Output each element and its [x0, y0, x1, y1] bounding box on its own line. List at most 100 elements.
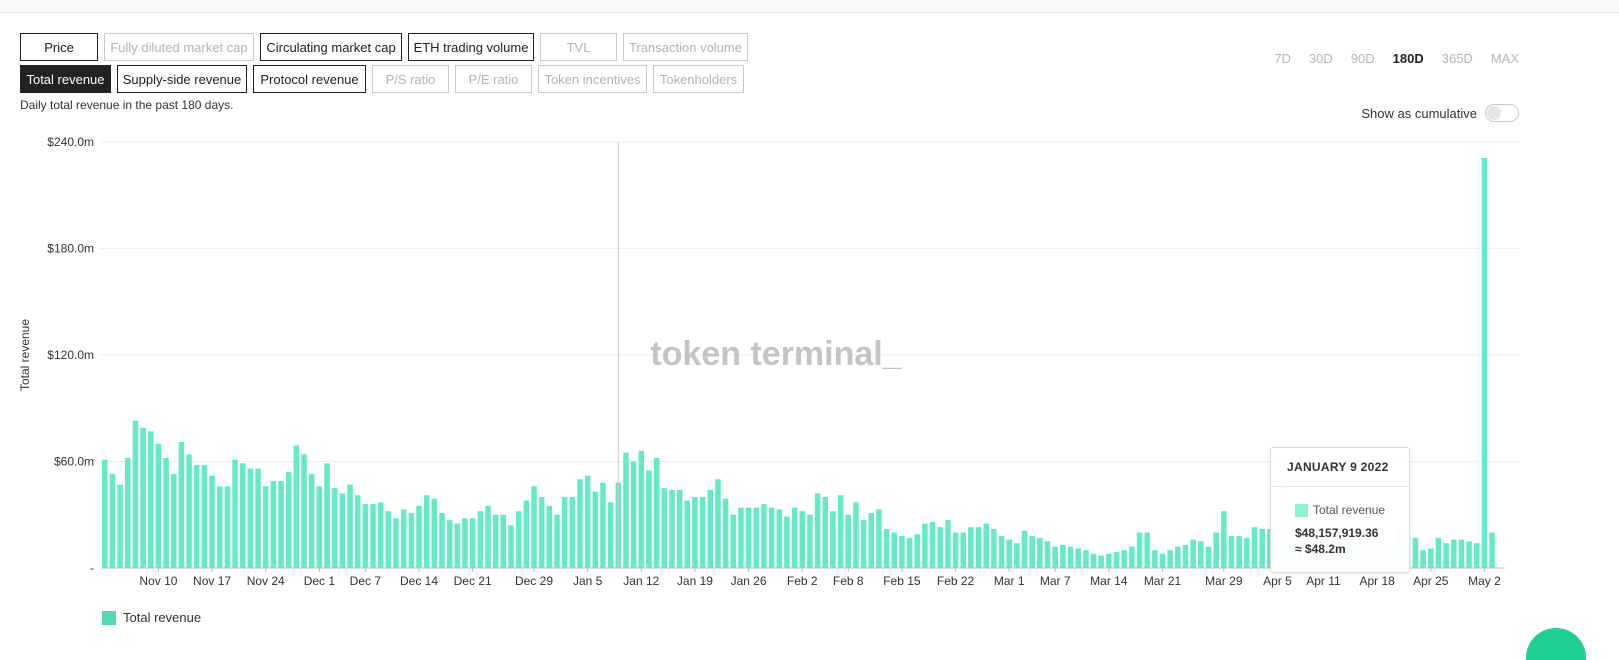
bar[interactable]	[1175, 546, 1181, 568]
bar[interactable]	[1052, 546, 1058, 568]
bar[interactable]	[845, 514, 852, 568]
bar[interactable]	[753, 507, 760, 568]
bar[interactable]	[991, 528, 997, 568]
cumulative-toggle[interactable]	[1485, 104, 1519, 122]
bar[interactable]	[1259, 528, 1265, 568]
bar[interactable]	[676, 489, 683, 568]
bar[interactable]	[385, 511, 392, 568]
bar[interactable]	[1198, 541, 1204, 569]
bar[interactable]	[469, 518, 476, 568]
bar[interactable]	[1458, 539, 1465, 568]
bar[interactable]	[722, 498, 729, 568]
bar[interactable]	[1221, 511, 1227, 568]
bar[interactable]	[1121, 550, 1127, 568]
bar[interactable]	[1435, 537, 1442, 568]
bar[interactable]	[1144, 532, 1150, 569]
bar[interactable]	[362, 504, 369, 568]
bar[interactable]	[998, 536, 1005, 568]
bar[interactable]	[968, 527, 974, 568]
bar[interactable]	[147, 431, 154, 568]
bar[interactable]	[960, 532, 966, 569]
bar[interactable]	[255, 468, 261, 568]
bar[interactable]	[983, 523, 989, 569]
bar[interactable]	[891, 532, 897, 569]
bar[interactable]	[906, 537, 913, 568]
bar[interactable]	[546, 505, 553, 569]
bar[interactable]	[247, 468, 254, 568]
bar[interactable]	[1213, 532, 1219, 569]
bar[interactable]	[807, 514, 813, 568]
bar[interactable]	[814, 493, 821, 568]
bar[interactable]	[1075, 548, 1081, 568]
bar[interactable]	[278, 481, 284, 568]
bar[interactable]	[462, 518, 468, 568]
bar[interactable]	[1182, 544, 1189, 568]
bar[interactable]	[477, 511, 484, 568]
bar[interactable]	[1412, 537, 1419, 568]
bar[interactable]	[1090, 553, 1097, 568]
bar[interactable]	[876, 509, 882, 568]
bar[interactable]	[768, 507, 775, 568]
bar[interactable]	[354, 495, 361, 568]
bar[interactable]	[952, 532, 959, 569]
bar[interactable]	[661, 488, 668, 569]
bar[interactable]	[1167, 550, 1173, 568]
bar[interactable]	[209, 475, 215, 568]
bar[interactable]	[776, 509, 783, 568]
bar[interactable]	[201, 465, 208, 568]
bar[interactable]	[1205, 546, 1212, 568]
bar[interactable]	[1021, 530, 1028, 568]
bar[interactable]	[1060, 544, 1066, 568]
bar[interactable]	[193, 465, 200, 568]
bar[interactable]	[1466, 541, 1472, 569]
bar[interactable]	[1129, 546, 1135, 568]
bar[interactable]	[170, 473, 177, 568]
bar[interactable]	[868, 512, 874, 568]
bar[interactable]	[508, 525, 514, 568]
bar[interactable]	[1152, 550, 1158, 568]
bar[interactable]	[331, 488, 338, 569]
range-90d[interactable]: 90D	[1350, 51, 1375, 66]
metric-button-tokenholders[interactable]: Tokenholders	[653, 65, 744, 93]
bar[interactable]	[416, 505, 422, 569]
bar[interactable]	[301, 454, 307, 568]
bar[interactable]	[155, 443, 162, 568]
bar[interactable]	[1228, 536, 1235, 568]
bar[interactable]	[684, 500, 691, 568]
bar[interactable]	[623, 452, 629, 569]
bar[interactable]	[730, 514, 737, 568]
bar[interactable]	[224, 486, 231, 568]
range-7d[interactable]: 7D	[1274, 51, 1291, 66]
range-max[interactable]: MAX	[1490, 51, 1519, 66]
bar[interactable]	[975, 527, 982, 568]
bar[interactable]	[370, 504, 376, 568]
bar[interactable]	[163, 457, 169, 568]
metric-button-p-e-ratio[interactable]: P/E ratio	[455, 65, 532, 93]
bar[interactable]	[1420, 550, 1426, 568]
bar[interactable]	[715, 479, 721, 568]
bar[interactable]	[285, 472, 292, 568]
bar[interactable]	[1474, 543, 1480, 568]
bar[interactable]	[446, 520, 453, 568]
bar[interactable]	[707, 489, 714, 568]
bar[interactable]	[669, 489, 675, 568]
bar[interactable]	[132, 420, 139, 568]
bar[interactable]	[945, 520, 951, 568]
bar[interactable]	[439, 512, 445, 568]
bar[interactable]	[500, 514, 507, 568]
metric-button-circulating-market-cap[interactable]: Circulating market cap	[260, 33, 402, 61]
bar[interactable]	[377, 502, 384, 568]
bar[interactable]	[109, 473, 116, 568]
bar[interactable]	[1029, 536, 1035, 568]
bar[interactable]	[577, 479, 583, 568]
bar[interactable]	[584, 475, 591, 568]
bar[interactable]	[1251, 527, 1258, 568]
metric-button-supply-side-revenue[interactable]: Supply-side revenue	[117, 65, 247, 93]
bar[interactable]	[569, 497, 576, 568]
bar[interactable]	[929, 521, 936, 568]
bar[interactable]	[1244, 537, 1250, 568]
bar[interactable]	[538, 497, 545, 568]
range-30d[interactable]: 30D	[1308, 51, 1333, 66]
metric-button-fully-diluted-market-cap[interactable]: Fully diluted market cap	[104, 33, 254, 61]
bar[interactable]	[554, 514, 560, 568]
